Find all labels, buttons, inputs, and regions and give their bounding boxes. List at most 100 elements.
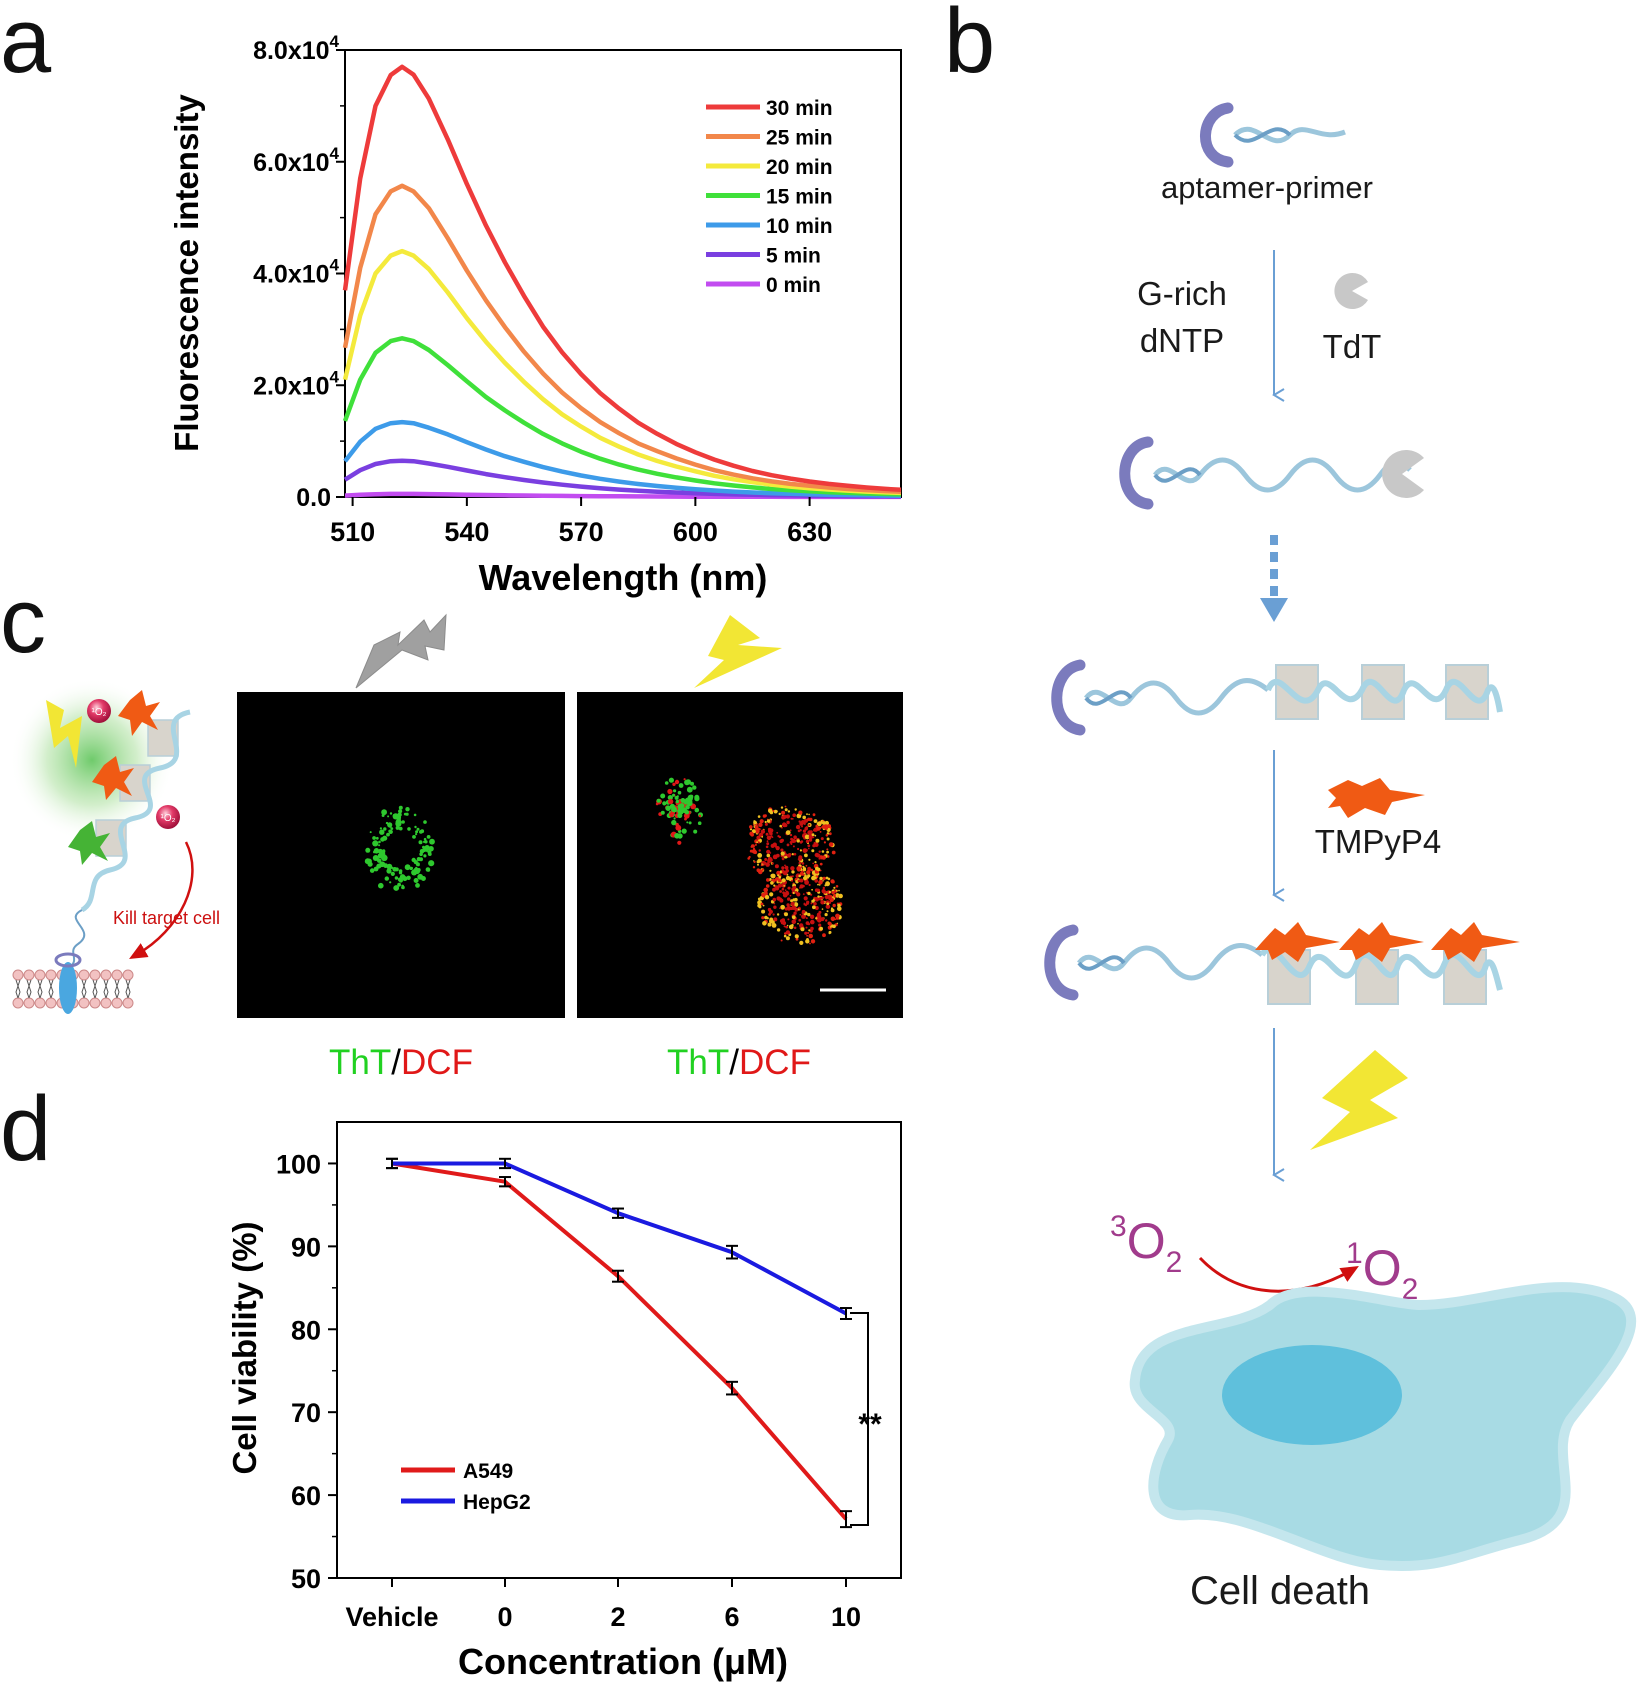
a-legend-label: 0 min <box>766 274 821 297</box>
cell-fluorescence-light <box>655 777 843 946</box>
a-y-tick-mantissa: 6.0x10 <box>253 149 329 177</box>
microscopy-image-dark <box>237 692 565 1018</box>
tmpyp4-icon <box>1328 778 1425 818</box>
a-series-line <box>342 248 902 496</box>
receptor-icon <box>54 952 82 1014</box>
ros-icon-1 <box>87 699 111 723</box>
a-legend-label: 5 min <box>766 245 821 268</box>
chart-a-series-lines <box>342 64 902 500</box>
d-y-tick-label: 50 <box>291 1564 321 1594</box>
a-y-tick-mantissa: 0.0 <box>296 484 331 512</box>
target-cell-icon <box>1129 1282 1637 1571</box>
chart-d-ticks: 50 60 70 80 90 100 Vehicle 0 2 6 10 <box>276 1149 861 1632</box>
a-y-tick-label: 0.0 <box>296 484 331 512</box>
aptamer-primer-icon <box>1200 102 1346 168</box>
extending-strand-icon <box>1119 436 1424 510</box>
chart-d-x-axis-title: Concentration (μM) <box>458 1641 788 1682</box>
chart-a-legend: 30 min 25 min 20 min 15 min 10 min 5 min 0 min <box>706 97 833 297</box>
stain-label-light: ThT/DCF <box>667 1043 811 1082</box>
aptamer-primer-label: aptamer-primer <box>1161 170 1373 205</box>
a-y-tick-mantissa: 2.0x10 <box>253 372 329 400</box>
d-y-tick-label: 70 <box>291 1398 321 1428</box>
light-bolt-icon-b <box>1310 1050 1408 1150</box>
ros-label-2: ¹O₂ <box>161 813 176 824</box>
a-y-tick-label: 8.0x104 <box>253 32 339 65</box>
a-legend-label: 10 min <box>766 215 833 238</box>
singlet-oxygen-sub: 2 <box>1402 1273 1419 1306</box>
triplet-oxygen-sub: 2 <box>1166 1246 1183 1279</box>
triplet-oxygen-symbol: O <box>1127 1213 1166 1269</box>
a-y-tick-mantissa: 8.0x10 <box>253 37 329 65</box>
chart-d-plot-frame <box>336 1121 902 1579</box>
a-y-tick-exponent: 4 <box>330 367 340 386</box>
stain-dcf-light: DCF <box>739 1043 811 1082</box>
cell-death-label: Cell death <box>1190 1569 1370 1613</box>
stain-dcf-dark: DCF <box>401 1043 473 1082</box>
d-series-line <box>392 1161 847 1316</box>
d-x-tick-label: Vehicle <box>345 1602 438 1632</box>
singlet-oxygen-label: 1O2 <box>1346 1237 1418 1306</box>
d-x-tick-label: 0 <box>497 1602 512 1632</box>
tdt-enzyme-icon <box>1334 272 1368 309</box>
d-legend-label: HepG2 <box>463 1491 531 1514</box>
d-y-tick-label: 80 <box>291 1315 321 1345</box>
a-series-line <box>342 336 902 497</box>
ros-label-1: ¹O₂ <box>92 707 107 718</box>
d-x-tick-label: 2 <box>610 1602 625 1632</box>
a-y-tick-exponent: 4 <box>330 32 340 51</box>
chart-a-y-axis-title: Fluorescence intensity <box>168 94 205 452</box>
d-legend-label: A549 <box>463 1460 513 1483</box>
stain-sep-light: / <box>729 1043 739 1082</box>
chart-a-x-axis-title: Wavelength (nm) <box>479 557 768 598</box>
singlet-oxygen-sup: 1 <box>1346 1237 1363 1270</box>
stain-tht-light: ThT <box>667 1043 729 1082</box>
a-y-tick-mantissa: 4.0x10 <box>253 261 329 289</box>
d-x-tick-label: 6 <box>724 1602 739 1632</box>
ros-icon-2 <box>156 805 180 829</box>
chart-a-fluorescence: 510 540 570 600 6300.02.0x1044.0x1046.0x1048… <box>168 32 902 598</box>
arrow-step2-head <box>1260 598 1288 622</box>
chart-d-viability: 50 60 70 80 90 100 Vehicle 0 2 6 10 A549 HepG2 ** C… <box>226 1121 902 1682</box>
a-legend-label: 20 min <box>766 156 833 179</box>
triplet-oxygen-sup: 3 <box>1110 1210 1127 1243</box>
microscopy-image-light <box>577 692 903 1018</box>
reagent-label-line2: dNTP <box>1140 322 1224 359</box>
a-series-line <box>342 64 902 492</box>
panel-label-d: d <box>0 1078 51 1180</box>
a-legend-label: 30 min <box>766 97 833 120</box>
a-legend-label: 25 min <box>766 127 833 150</box>
chart-d-y-axis-title: Cell viability (%) <box>226 1221 263 1474</box>
a-y-tick-exponent: 4 <box>330 256 340 275</box>
a-x-tick-label: 510 <box>330 517 375 547</box>
oxygen-conversion-arrow <box>1198 1256 1359 1293</box>
reagent-label-line1: G-rich <box>1137 275 1227 312</box>
a-series-line <box>343 419 902 498</box>
panel-label-b: b <box>944 0 995 92</box>
light-bolt-icon-top <box>694 615 782 688</box>
panel-label-c: c <box>0 570 46 672</box>
cell-fluorescence-dark <box>364 805 435 891</box>
singlet-oxygen-symbol: O <box>1363 1240 1402 1296</box>
chart-d-legend: A549 HepG2 <box>401 1460 531 1514</box>
panel-c: ¹O₂ ¹O₂ Kill target cell <box>10 613 903 1082</box>
tdt-label: TdT <box>1323 328 1382 365</box>
cell-membrane-icon <box>12 969 134 1009</box>
a-y-tick-label: 6.0x104 <box>253 144 339 177</box>
a-y-tick-label: 4.0x104 <box>253 256 339 289</box>
a-y-tick-exponent: 4 <box>330 144 340 163</box>
a-x-tick-label: 600 <box>673 517 718 547</box>
stain-sep-dark: / <box>391 1043 401 1082</box>
a-x-tick-label: 540 <box>444 517 489 547</box>
g4-tmpyp4-complex-icon <box>1044 922 1520 1005</box>
stain-label-dark: ThT/DCF <box>329 1043 473 1082</box>
g4-helix-icon-c <box>67 690 191 969</box>
a-series-line <box>342 183 902 495</box>
light-bolt-icon-c <box>46 700 82 768</box>
kill-arrow <box>129 841 194 959</box>
g-quadruplex-strand-icon <box>1051 659 1503 736</box>
d-x-tick-label: 10 <box>831 1602 861 1632</box>
d-y-tick-label: 100 <box>276 1149 321 1179</box>
triplet-oxygen-label: 3O2 <box>1110 1210 1182 1279</box>
chart-d-series-lines <box>386 1157 852 1529</box>
